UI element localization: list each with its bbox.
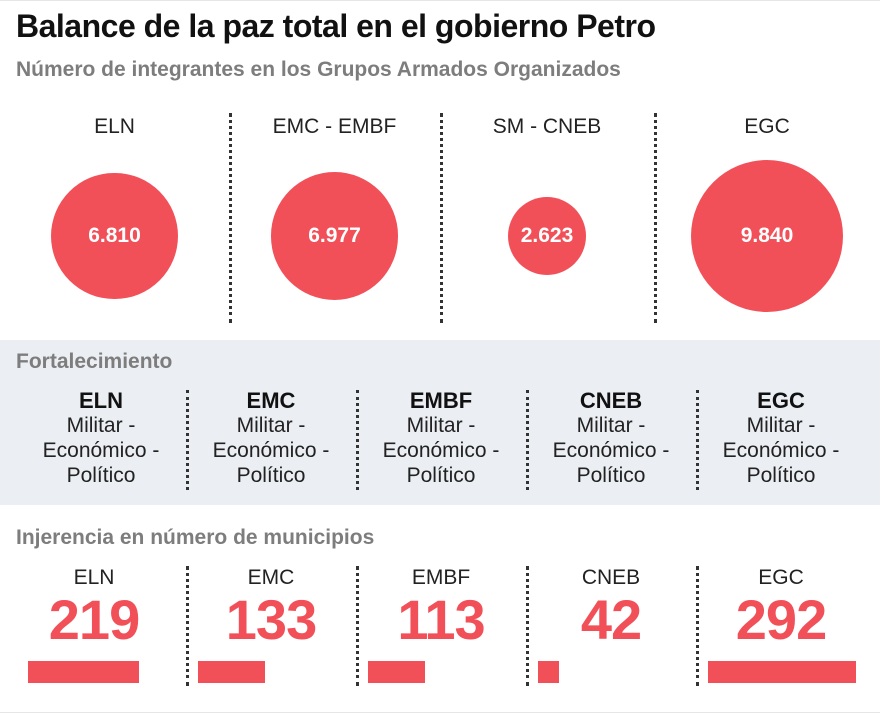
- municipios-bar: [198, 661, 266, 683]
- bubble-value-label: 2.623: [520, 223, 574, 247]
- page-subtitle: Número de integrantes en los Grupos Arma…: [16, 58, 621, 81]
- strength-line: Político: [236, 464, 306, 487]
- top-rule: [0, 0, 880, 1]
- bubble: 6.810: [51, 172, 178, 300]
- bottom-rule: [0, 712, 880, 713]
- separator: [654, 113, 657, 323]
- bubble: 2.623: [507, 196, 587, 276]
- municipios-category-label: EGC: [758, 566, 804, 589]
- strength-line: Político: [576, 464, 646, 487]
- separator: [229, 113, 232, 323]
- fortalecimiento-item-egc: EGC Militar - Económico - Político: [696, 388, 866, 488]
- strength-line: Militar -: [576, 414, 646, 437]
- municipios-value-label: 133: [225, 588, 317, 651]
- strength-line: Militar -: [406, 414, 476, 437]
- bubble-column: SM - CNEB 2.623: [440, 105, 654, 325]
- bubble-column: EMC - EMBF 6.977: [229, 105, 440, 325]
- municipios-category-label: ELN: [73, 566, 115, 589]
- strength-line: Militar -: [66, 414, 136, 437]
- strength-line: Político: [746, 464, 816, 487]
- separator: [440, 113, 443, 323]
- fortalecimiento-item-eln: ELN Militar - Económico - Político: [16, 388, 186, 488]
- municipios-value-label: 42: [580, 588, 642, 651]
- municipios-bar: [368, 661, 426, 683]
- strength-line: Político: [66, 464, 136, 487]
- fortalecimiento-band: [0, 340, 880, 505]
- municipios-value-label: 113: [397, 588, 485, 651]
- page-title: Balance de la paz total en el gobierno P…: [16, 8, 656, 44]
- separator: [526, 390, 529, 490]
- municipios-value-label: 219: [48, 588, 140, 651]
- bubble-value-label: 6.977: [308, 223, 361, 247]
- strength-line: Político: [406, 464, 476, 487]
- fortalecimiento-item-embf: EMBF Militar - Económico - Político: [356, 388, 526, 488]
- fortalecimiento-title: Fortalecimiento: [16, 350, 173, 373]
- separator: [186, 566, 189, 686]
- bubble: 9.840: [691, 160, 843, 312]
- separator: [356, 390, 359, 490]
- fortalecimiento-item-emc: EMC Militar - Económico - Político: [186, 388, 356, 488]
- municipios-category-label: EMC: [247, 566, 295, 589]
- group-name: EGC: [757, 388, 805, 413]
- municipios-bar: [28, 661, 139, 683]
- bubble-value-label: 6.810: [88, 223, 141, 247]
- bubble-category-label: EGC: [744, 115, 790, 138]
- bubble-value-label: 9.840: [740, 224, 794, 247]
- bubble-column: EGC 9.840: [654, 105, 880, 325]
- group-name: EMC: [246, 388, 296, 413]
- injerencia-title: Injerencia en número de municipios: [16, 526, 375, 549]
- bubble-category-label: SM - CNEB: [492, 115, 602, 138]
- group-name: ELN: [79, 388, 123, 413]
- bubble-column: ELN 6.810: [0, 105, 229, 325]
- strength-line: Militar -: [746, 414, 816, 437]
- separator: [696, 566, 699, 686]
- strength-line: Económico -: [382, 439, 500, 462]
- separator: [526, 566, 529, 686]
- bubble: 6.977: [270, 172, 399, 300]
- separator: [356, 566, 359, 686]
- bubble-category-label: ELN: [94, 115, 135, 138]
- municipios-column: EGC 292: [696, 565, 866, 649]
- strength-line: Económico -: [212, 439, 330, 462]
- municipios-bar: [708, 661, 856, 683]
- bubble-category-label: EMC - EMBF: [272, 115, 397, 138]
- strength-line: Económico -: [552, 439, 670, 462]
- fortalecimiento-item-cneb: CNEB Militar - Económico - Político: [526, 388, 696, 488]
- strength-line: Económico -: [722, 439, 840, 462]
- group-name: CNEB: [579, 388, 643, 413]
- strength-line: Económico -: [42, 439, 160, 462]
- municipios-category-label: EMBF: [411, 566, 471, 589]
- municipios-bar: [538, 661, 560, 683]
- municipios-column: CNEB 42: [526, 565, 696, 649]
- separator: [186, 390, 189, 490]
- municipios-category-label: CNEB: [581, 566, 641, 589]
- group-name: EMBF: [409, 388, 473, 413]
- municipios-column: EMC 133: [186, 565, 356, 649]
- separator: [696, 390, 699, 490]
- strength-line: Militar -: [236, 414, 306, 437]
- municipios-column: ELN 219: [16, 565, 172, 649]
- municipios-value-label: 292: [735, 588, 827, 651]
- municipios-column: EMBF 113: [356, 565, 526, 649]
